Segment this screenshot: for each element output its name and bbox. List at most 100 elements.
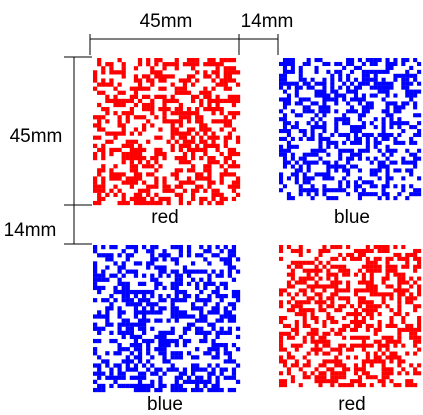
pattern-dot <box>334 276 339 281</box>
pattern-dot <box>207 351 212 356</box>
pattern-dot <box>211 180 216 185</box>
pattern-dot <box>101 245 106 250</box>
pattern-dot <box>302 188 307 193</box>
pattern-dot <box>174 289 179 295</box>
pattern-dot <box>369 58 374 63</box>
pattern-dot <box>302 288 307 293</box>
pattern-dot <box>397 359 402 364</box>
pattern-dot <box>417 256 422 261</box>
pattern-dot <box>211 62 216 67</box>
pattern-dot <box>182 135 188 140</box>
pattern-dot <box>178 310 183 315</box>
pattern-dot <box>353 109 359 114</box>
pattern-dot <box>219 269 224 274</box>
pattern-dot <box>142 102 147 108</box>
pattern-dot <box>97 326 102 331</box>
pattern-dot <box>113 261 118 266</box>
pattern-dot <box>342 264 347 269</box>
pattern-dot <box>397 292 402 297</box>
pattern-dot <box>182 367 188 372</box>
pattern-dot <box>146 347 151 352</box>
pattern-dot <box>369 284 374 289</box>
pattern-dot <box>170 383 175 389</box>
pattern-dot <box>365 335 370 340</box>
pattern-dot <box>174 273 179 278</box>
pattern-dot <box>129 143 134 148</box>
pattern-dot <box>330 304 335 309</box>
pattern-dot <box>314 152 319 157</box>
pattern-dot <box>133 367 139 372</box>
pattern-dot <box>101 285 106 291</box>
pattern-dot <box>346 156 351 161</box>
pattern-dot <box>369 260 374 265</box>
pattern-dot <box>235 82 241 87</box>
pattern-dot <box>129 302 134 307</box>
pattern-dot <box>219 127 224 132</box>
pattern-dot <box>279 359 284 364</box>
pattern-dot <box>191 168 196 173</box>
pattern-dot <box>357 192 362 197</box>
pattern-dot <box>215 387 220 393</box>
pattern-dot <box>129 334 134 340</box>
pattern-dot <box>357 280 362 285</box>
pattern-dot <box>129 298 134 303</box>
pattern-dot <box>215 74 220 79</box>
pattern-dot <box>137 343 143 348</box>
pattern-dot <box>279 304 284 309</box>
pattern-dot <box>389 371 394 376</box>
pattern-dot <box>405 101 410 106</box>
pattern-dot <box>405 160 410 165</box>
pattern-dot <box>113 147 118 153</box>
pattern-dot <box>117 82 122 87</box>
pattern-dot <box>393 109 398 114</box>
pattern-dot <box>231 359 237 364</box>
pattern-dot <box>97 115 102 120</box>
pattern-dot <box>326 312 331 317</box>
pattern-dot <box>166 343 171 348</box>
pattern-dot <box>158 74 163 79</box>
pattern-dot <box>306 121 311 126</box>
pattern-dot <box>158 351 163 356</box>
pattern-dot <box>174 261 179 266</box>
pattern-dot <box>357 343 362 348</box>
pattern-dot <box>170 285 175 291</box>
pattern-dot <box>357 65 362 70</box>
pattern-dot <box>322 101 327 106</box>
pattern-dot <box>158 70 163 75</box>
pattern-dot <box>219 119 224 124</box>
pattern-dot <box>298 136 303 141</box>
pattern-dot <box>199 98 204 104</box>
pattern-dot <box>97 383 102 389</box>
pattern-dot <box>101 90 106 95</box>
pattern-dot <box>397 288 402 293</box>
pattern-dot <box>109 253 114 258</box>
pattern-dot <box>322 319 327 325</box>
pattern-dot <box>170 306 175 311</box>
pattern-dot <box>389 101 394 106</box>
pattern-dot <box>338 359 343 364</box>
pattern-dot <box>154 151 159 157</box>
pattern-dot <box>310 109 315 114</box>
pattern-dot <box>203 379 208 384</box>
pattern-dot <box>186 314 192 319</box>
pattern-dot <box>405 69 410 74</box>
pattern-dot <box>223 86 228 91</box>
pattern-dot <box>413 304 418 309</box>
pattern-dot <box>182 371 188 376</box>
pattern-dot <box>357 248 362 254</box>
pattern-dot <box>227 156 232 161</box>
pattern-dot <box>150 249 155 254</box>
pattern-dot <box>195 172 200 177</box>
pattern-dot <box>166 74 171 79</box>
pattern-dot <box>401 129 406 134</box>
pattern-dot <box>162 334 167 340</box>
pattern-dot <box>286 148 291 153</box>
pattern-dot <box>211 367 216 372</box>
pattern-dot <box>231 265 237 270</box>
pattern-dot <box>154 285 159 291</box>
pattern-dot <box>109 330 114 335</box>
pattern-dot <box>166 367 171 372</box>
pattern-dot <box>125 326 130 331</box>
pattern-dot <box>174 62 179 67</box>
pattern-dot <box>137 115 143 120</box>
